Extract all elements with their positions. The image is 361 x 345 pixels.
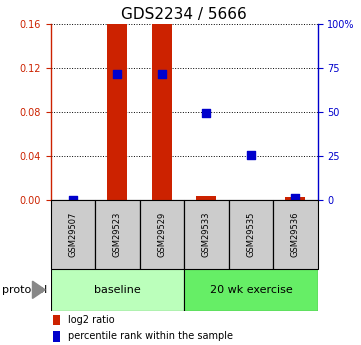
- Bar: [286, 197, 305, 200]
- Text: baseline: baseline: [94, 285, 141, 295]
- Bar: [95, 200, 140, 269]
- Bar: [107, 24, 127, 200]
- Bar: [51, 269, 184, 310]
- Text: percentile rank within the sample: percentile rank within the sample: [68, 332, 233, 341]
- Text: GSM29529: GSM29529: [157, 212, 166, 257]
- Bar: [51, 200, 95, 269]
- Bar: [184, 200, 229, 269]
- Point: [159, 71, 165, 76]
- Text: 20 wk exercise: 20 wk exercise: [209, 285, 292, 295]
- Text: protocol: protocol: [2, 285, 47, 295]
- Title: GDS2234 / 5666: GDS2234 / 5666: [121, 7, 247, 22]
- Point: [70, 197, 76, 203]
- Bar: [152, 24, 172, 200]
- Text: GSM29533: GSM29533: [202, 212, 211, 257]
- Bar: [196, 196, 216, 200]
- Bar: [184, 269, 318, 310]
- Bar: [229, 200, 273, 269]
- Text: GSM29507: GSM29507: [68, 212, 77, 257]
- Polygon shape: [32, 281, 45, 298]
- Text: GSM29523: GSM29523: [113, 212, 122, 257]
- Bar: [273, 200, 318, 269]
- Bar: [53, 315, 60, 325]
- Point: [204, 110, 209, 116]
- Text: GSM29536: GSM29536: [291, 212, 300, 257]
- Point: [292, 195, 298, 201]
- Text: log2 ratio: log2 ratio: [68, 315, 114, 325]
- Point: [114, 71, 120, 76]
- Point: [248, 152, 254, 158]
- Bar: [140, 200, 184, 269]
- Text: GSM29535: GSM29535: [247, 212, 255, 257]
- Bar: [53, 331, 60, 342]
